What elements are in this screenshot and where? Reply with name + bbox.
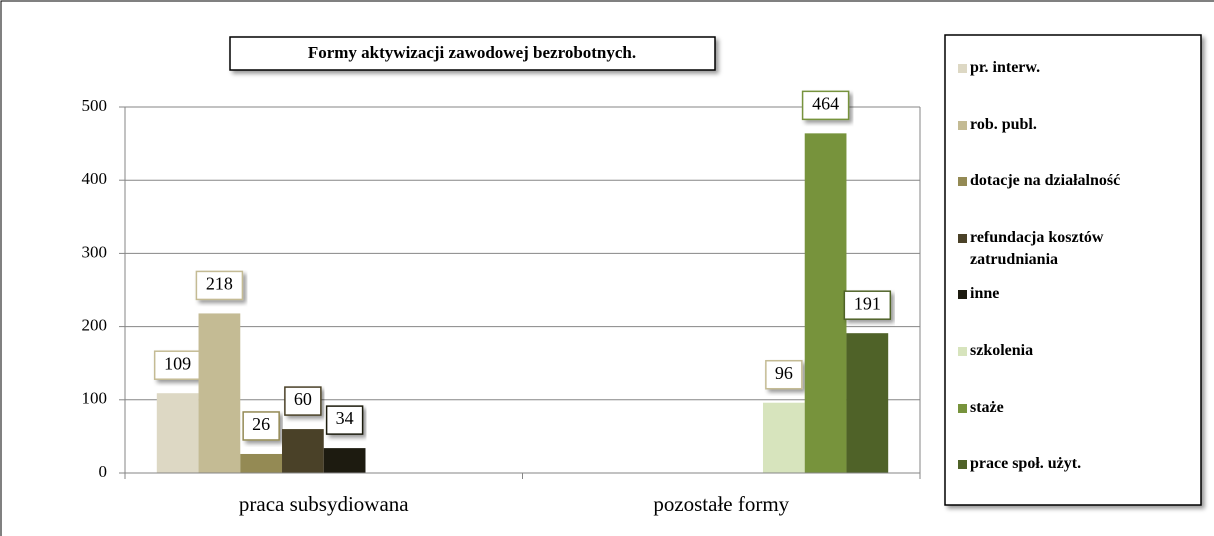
legend-swatch [958, 177, 967, 187]
data-label-box [242, 411, 280, 441]
legend-item: pr. interw. [958, 57, 1175, 79]
legend-item: refundacja kosztów zatrudniania [958, 227, 1175, 271]
y-tick-label: 500 [82, 96, 108, 115]
legend-item: szkolenia [958, 340, 1175, 362]
data-label-box [765, 359, 803, 390]
data-label-box [153, 350, 202, 380]
legend-swatch [958, 64, 967, 73]
legend-swatch [958, 460, 967, 470]
legend-swatch [958, 347, 967, 356]
legend-label: pr. interw. [970, 59, 1041, 76]
legend-swatch [958, 403, 967, 413]
data-label: 464 [812, 93, 839, 113]
data-label: 191 [854, 293, 881, 313]
legend-label: staże [970, 398, 1004, 416]
y-tick-label: 100 [82, 389, 108, 408]
chart-title: Formy aktywizacji zawodowej bezrobotnych… [308, 43, 636, 62]
data-label-box [843, 290, 892, 320]
legend-label: inne [970, 285, 1000, 303]
legend-box [944, 34, 1202, 506]
data-label: 26 [252, 414, 270, 434]
data-label-box [325, 405, 364, 435]
legend-item: rob. publ. [958, 114, 1175, 136]
data-label: 96 [775, 363, 793, 383]
bar [240, 453, 283, 473]
legend-swatch [958, 120, 967, 130]
legend-item: prace społ. użyt. [958, 453, 1175, 475]
y-tick-label: 400 [82, 169, 108, 188]
x-tick-label: praca subsydiowana [239, 492, 409, 516]
legend-swatch [958, 290, 967, 300]
legend-label: rob. publ. [970, 115, 1037, 133]
legend-swatch [958, 233, 967, 243]
data-label: 60 [294, 389, 312, 409]
data-label: 218 [206, 274, 233, 294]
bar [156, 393, 199, 473]
bar [323, 448, 366, 473]
data-label-box [195, 270, 244, 301]
legend-label: prace społ. użyt. [970, 455, 1082, 473]
legend-label: refundacja kosztów zatrudniania [970, 228, 1104, 268]
legend-label: szkolenia [970, 342, 1034, 359]
legend-label: dotacje na działalność [970, 172, 1121, 190]
data-label: 109 [164, 353, 191, 373]
y-tick-label: 300 [82, 242, 108, 261]
legend-item: staże [958, 397, 1175, 419]
bar [762, 402, 805, 473]
x-tick-label: pozostałe formy [653, 492, 789, 516]
bar [282, 429, 324, 473]
legend-item: inne [958, 283, 1175, 305]
title-box [229, 36, 716, 71]
y-tick-label: 0 [99, 462, 108, 481]
bar [804, 133, 847, 474]
data-label-box [284, 386, 322, 416]
bar [198, 313, 241, 473]
data-label-box [801, 90, 850, 121]
y-tick-label: 200 [82, 316, 108, 335]
legend-item: dotacje na działalność [958, 170, 1175, 192]
bar [846, 333, 889, 473]
data-label: 34 [336, 408, 354, 428]
